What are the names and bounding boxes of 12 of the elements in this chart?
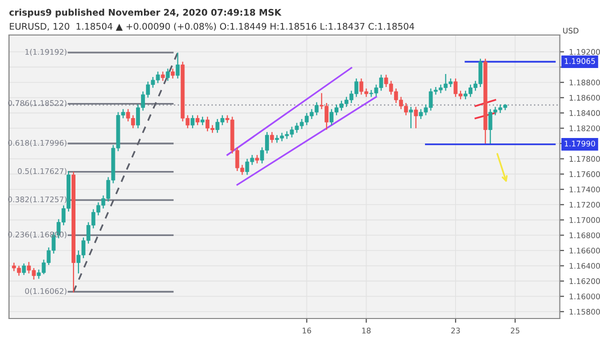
candlestick — [170, 68, 175, 80]
chart-title: crispus9 published November 24, 2020 07:49:18 MSK — [9, 8, 282, 18]
candlestick — [190, 114, 195, 129]
candlestick — [414, 106, 418, 129]
candlestick — [408, 106, 413, 129]
candlestick — [22, 262, 26, 276]
candlestick — [270, 131, 274, 144]
candlestick — [160, 71, 165, 82]
candlestick — [166, 68, 170, 82]
candlestick — [176, 52, 180, 80]
candlestick — [196, 114, 200, 126]
chart-subtitle: EURUSD, 120 1.18504 ▲ +0.00090 (+0.08%) O:1.18449 H:1.18516 L:1.18437 C:1.18504 — [10, 22, 414, 31]
